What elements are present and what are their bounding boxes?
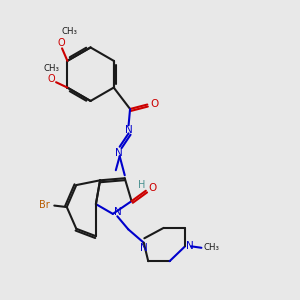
- Text: O: O: [148, 183, 157, 193]
- Text: CH₃: CH₃: [44, 64, 60, 73]
- Text: O: O: [57, 38, 65, 48]
- Text: H: H: [138, 180, 146, 190]
- Text: CH₃: CH₃: [62, 27, 78, 36]
- Text: O: O: [47, 74, 55, 84]
- Text: O: O: [150, 99, 158, 109]
- Text: N: N: [125, 125, 133, 135]
- Text: N: N: [140, 243, 148, 253]
- Text: CH₃: CH₃: [204, 243, 220, 252]
- Text: N: N: [114, 206, 122, 217]
- Text: N: N: [186, 241, 194, 251]
- Text: Br: Br: [39, 200, 50, 210]
- Text: N: N: [116, 148, 123, 158]
